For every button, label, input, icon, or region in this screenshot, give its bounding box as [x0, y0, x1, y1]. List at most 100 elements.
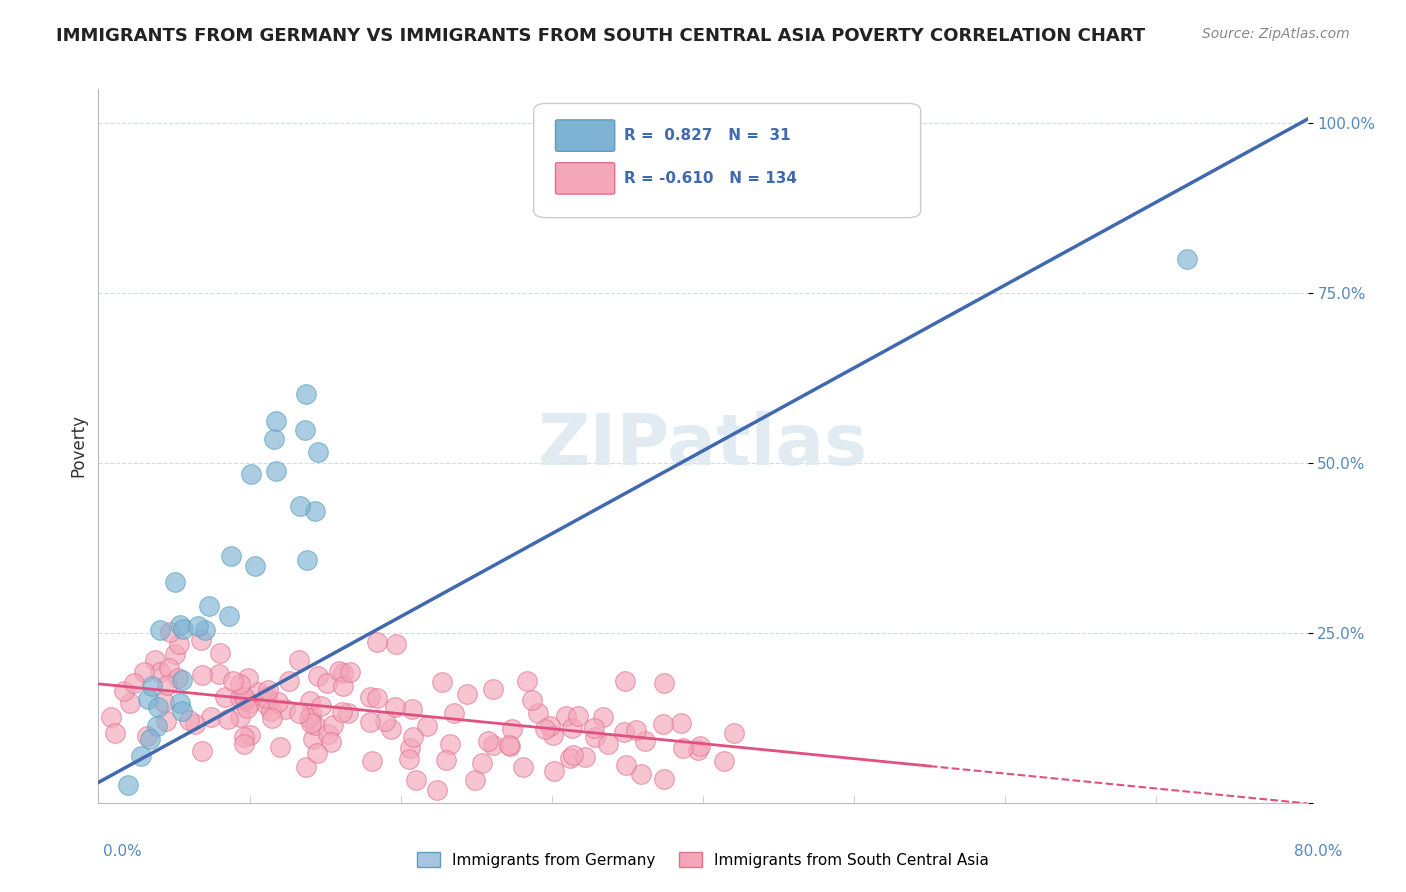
- Point: [316, 727, 339, 741]
- Point: [561, 747, 583, 762]
- Point: [269, 740, 291, 755]
- Point: [533, 723, 555, 737]
- FancyBboxPatch shape: [555, 120, 614, 152]
- Point: [222, 674, 245, 689]
- Point: [482, 738, 505, 752]
- Point: [266, 695, 288, 709]
- Point: [134, 665, 156, 679]
- Point: [298, 710, 321, 724]
- Point: [239, 467, 262, 481]
- Point: [304, 718, 326, 732]
- Point: [264, 414, 287, 428]
- Point: [260, 711, 283, 725]
- Text: R = -0.610   N = 134: R = -0.610 N = 134: [624, 171, 797, 186]
- Point: [332, 666, 354, 681]
- Point: [118, 696, 141, 710]
- Point: [689, 739, 711, 753]
- Point: [146, 700, 169, 714]
- Point: [308, 445, 330, 459]
- Text: R =  0.827   N =  31: R = 0.827 N = 31: [624, 128, 792, 143]
- Point: [236, 671, 259, 685]
- Point: [1175, 252, 1198, 266]
- Point: [332, 679, 354, 693]
- Point: [218, 609, 240, 624]
- Point: [399, 741, 422, 756]
- Point: [527, 706, 550, 720]
- Point: [555, 709, 578, 723]
- Point: [104, 726, 127, 740]
- Point: [163, 575, 186, 590]
- Point: [166, 671, 188, 685]
- Point: [380, 722, 402, 736]
- Point: [416, 719, 439, 733]
- Point: [538, 719, 561, 733]
- Point: [232, 690, 254, 705]
- Point: [359, 690, 381, 704]
- Point: [163, 647, 186, 661]
- Point: [384, 699, 406, 714]
- Point: [155, 714, 177, 728]
- Point: [246, 685, 269, 699]
- Point: [228, 676, 250, 690]
- Point: [135, 729, 157, 743]
- Point: [112, 684, 135, 698]
- Point: [322, 718, 344, 732]
- Point: [200, 710, 222, 724]
- Text: 80.0%: 80.0%: [1295, 845, 1343, 859]
- Point: [614, 757, 637, 772]
- Point: [157, 661, 180, 675]
- Point: [299, 715, 322, 730]
- Point: [288, 499, 311, 513]
- Point: [254, 690, 277, 705]
- Point: [219, 549, 242, 563]
- Point: [361, 754, 384, 768]
- Point: [652, 772, 675, 786]
- Point: [319, 735, 342, 749]
- Point: [434, 753, 457, 767]
- Point: [520, 693, 543, 707]
- Point: [498, 739, 520, 753]
- Point: [294, 423, 316, 437]
- Point: [149, 623, 172, 637]
- Point: [477, 733, 499, 747]
- Point: [233, 693, 256, 707]
- Point: [624, 723, 647, 738]
- Point: [294, 760, 316, 774]
- Point: [337, 706, 360, 720]
- Point: [401, 701, 423, 715]
- Point: [159, 625, 181, 640]
- Point: [499, 739, 522, 753]
- Point: [402, 730, 425, 744]
- Point: [198, 599, 221, 613]
- Point: [307, 746, 329, 760]
- Point: [443, 706, 465, 721]
- Point: [543, 764, 565, 779]
- Point: [316, 676, 339, 690]
- Point: [295, 552, 318, 566]
- Point: [359, 714, 381, 729]
- Point: [184, 716, 207, 731]
- Point: [516, 674, 538, 689]
- Point: [239, 696, 262, 710]
- Point: [672, 740, 695, 755]
- Point: [332, 706, 354, 720]
- Text: IMMIGRANTS FROM GERMANY VS IMMIGRANTS FROM SOUTH CENTRAL ASIA POVERTY CORRELATIO: IMMIGRANTS FROM GERMANY VS IMMIGRANTS FR…: [56, 27, 1146, 45]
- Y-axis label: Poverty: Poverty: [69, 415, 87, 477]
- Point: [233, 730, 256, 744]
- Point: [430, 675, 453, 690]
- Point: [299, 694, 322, 708]
- Point: [274, 702, 297, 716]
- Point: [263, 432, 285, 446]
- Point: [561, 721, 583, 735]
- Point: [141, 679, 163, 693]
- Point: [295, 387, 318, 401]
- Point: [257, 683, 280, 698]
- Point: [214, 690, 236, 704]
- Point: [567, 709, 589, 723]
- Point: [304, 504, 326, 518]
- Point: [301, 731, 323, 746]
- Point: [191, 667, 214, 681]
- Point: [129, 749, 152, 764]
- Point: [288, 706, 311, 720]
- Point: [169, 618, 191, 632]
